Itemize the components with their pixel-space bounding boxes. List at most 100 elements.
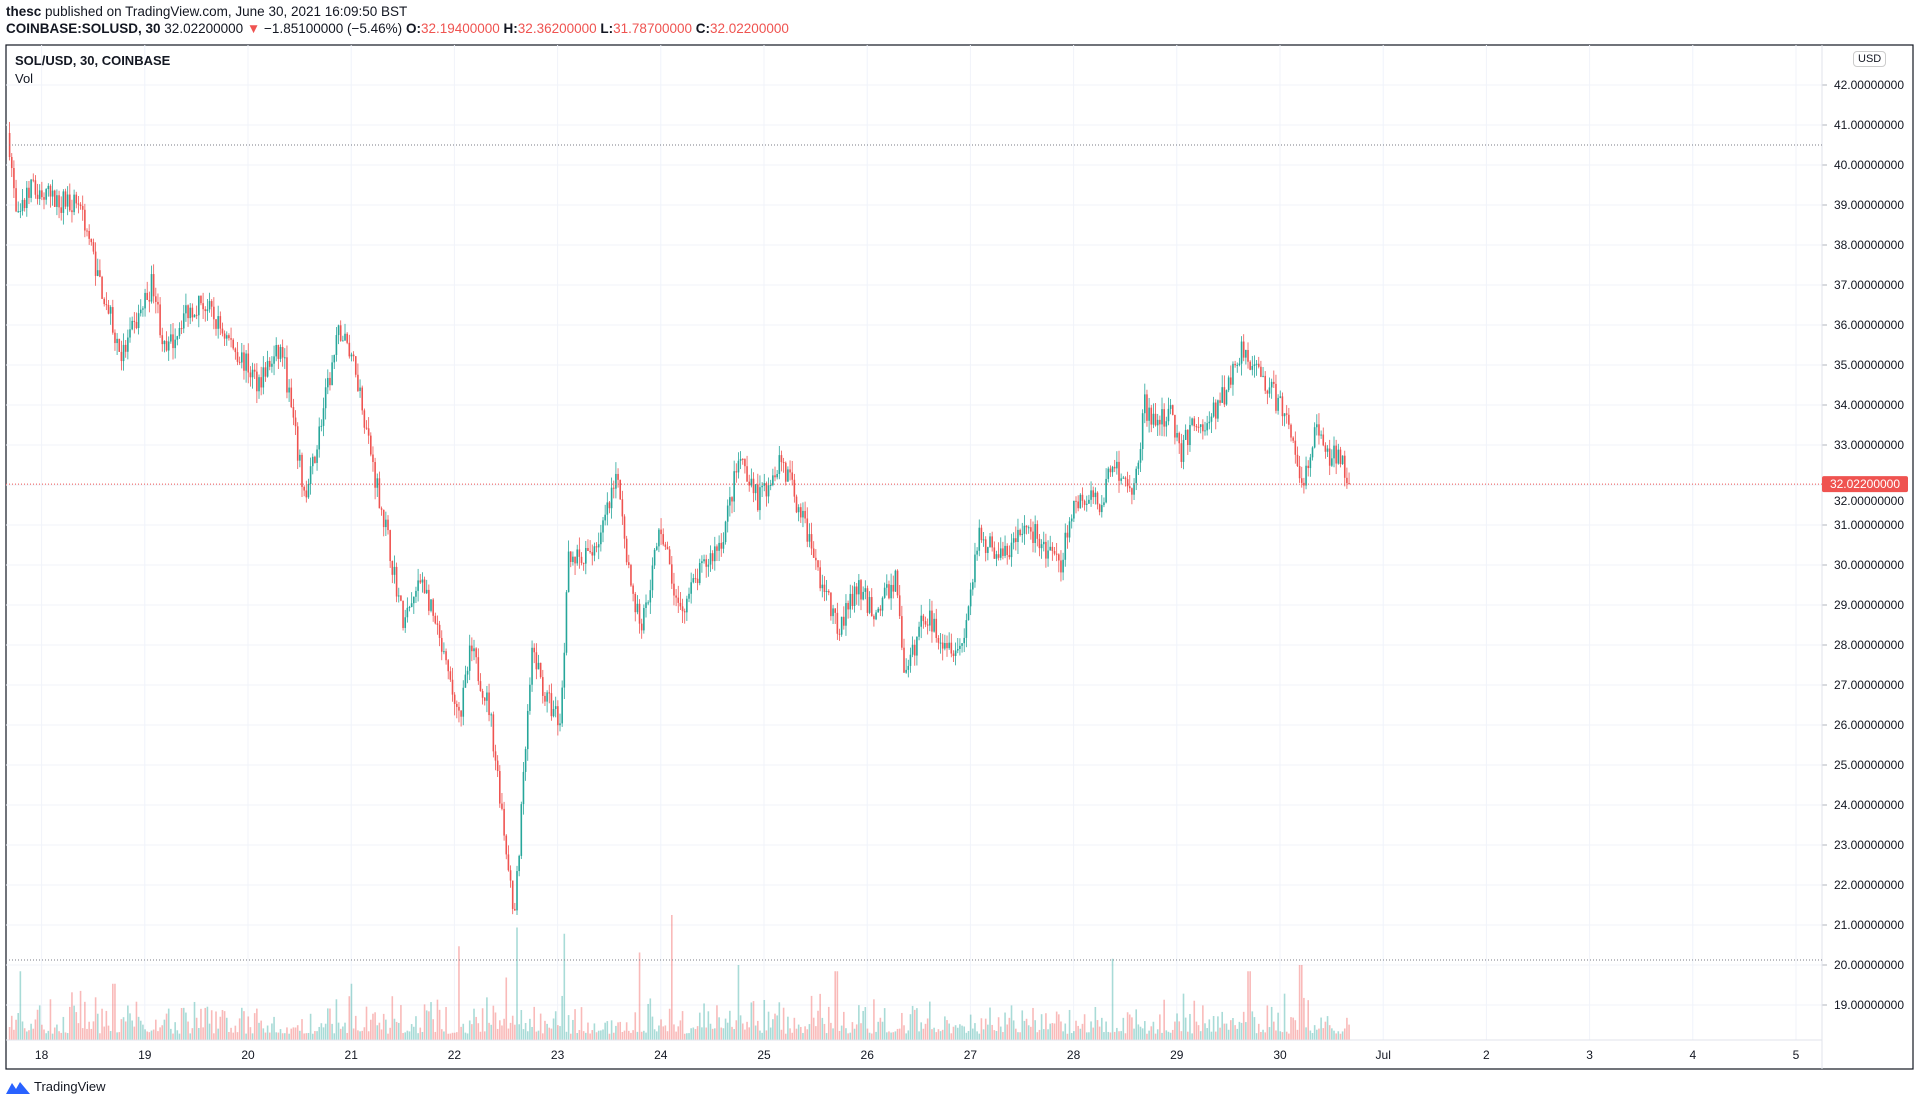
volume-bar	[585, 1032, 587, 1040]
volume-bar	[496, 1028, 499, 1040]
candle	[765, 483, 768, 497]
candle	[1230, 377, 1232, 385]
candle	[1305, 465, 1307, 486]
candle	[60, 207, 63, 213]
candle	[546, 692, 548, 702]
candle	[821, 584, 824, 589]
volume-bar	[79, 990, 82, 1040]
candle	[638, 603, 641, 624]
candle	[563, 652, 566, 688]
candle	[750, 478, 753, 486]
candle	[374, 461, 376, 488]
volume-bar	[266, 1025, 269, 1040]
candle	[552, 709, 555, 717]
candle	[1167, 408, 1170, 422]
volume-bar	[565, 1031, 568, 1040]
volume-bar	[1195, 1021, 1198, 1040]
candle	[144, 292, 146, 309]
candle	[559, 723, 561, 726]
volume-bar	[995, 1031, 998, 1040]
candle	[1068, 521, 1071, 538]
volume-bar	[980, 1018, 983, 1040]
candle	[890, 584, 892, 599]
candle	[701, 561, 703, 564]
volume-bar	[1320, 1017, 1322, 1040]
candle	[127, 337, 129, 352]
author[interactable]: thesc	[6, 4, 42, 19]
volume-bar	[819, 993, 821, 1040]
volume-bar	[120, 1019, 123, 1040]
volume-bar	[580, 1007, 583, 1040]
candle	[357, 374, 359, 391]
volume-bar	[1230, 1020, 1232, 1040]
candle	[1187, 429, 1189, 446]
candle	[591, 552, 594, 556]
volume-bar	[155, 1019, 157, 1040]
volume-bar	[372, 1013, 374, 1040]
volume-bar	[972, 1028, 974, 1040]
candle	[1085, 503, 1088, 505]
candle	[703, 559, 705, 562]
volume-bar	[868, 1032, 871, 1040]
volume-bar	[1148, 1030, 1150, 1040]
volume-bar	[1189, 1013, 1191, 1040]
tradingview-logo[interactable]: TradingView	[6, 1079, 106, 1094]
volume-bar	[10, 1015, 13, 1040]
candle	[49, 185, 52, 197]
candle	[1313, 427, 1316, 448]
candle	[1333, 445, 1335, 459]
candle	[96, 270, 99, 276]
tradingview-icon	[6, 1081, 30, 1094]
volume-bar	[509, 1022, 512, 1040]
candle	[19, 211, 22, 213]
volume-bar	[916, 1008, 918, 1040]
candle	[651, 565, 654, 591]
volume-bar	[976, 1031, 978, 1040]
volume-bar	[320, 1023, 323, 1040]
volume-bar	[322, 1027, 325, 1040]
volume-bar	[1171, 1029, 1174, 1040]
candle	[163, 340, 166, 345]
candle	[114, 332, 116, 344]
candle	[481, 691, 484, 698]
candle	[1221, 387, 1224, 403]
candle	[587, 548, 589, 552]
volume-bar	[821, 1017, 824, 1040]
candle	[219, 316, 222, 329]
volume-bar	[210, 1010, 213, 1040]
candle	[324, 387, 327, 409]
candle	[1202, 424, 1204, 432]
candle	[688, 593, 690, 599]
candle	[124, 344, 127, 352]
volume-bar	[901, 1012, 903, 1040]
candle	[959, 645, 961, 649]
volume-bar	[1030, 1026, 1032, 1040]
candle	[595, 546, 598, 548]
volume-bar	[542, 1033, 544, 1040]
volume-bar	[617, 1022, 619, 1040]
candle	[64, 191, 67, 207]
volume-bar	[765, 1030, 768, 1040]
candle	[800, 507, 802, 518]
volume-bar	[116, 1032, 118, 1040]
candle	[916, 636, 918, 656]
candle	[453, 694, 456, 704]
volume-bar	[1326, 1016, 1329, 1040]
candle	[490, 714, 493, 716]
volume-bar	[537, 1030, 540, 1040]
volume-bar	[969, 1014, 972, 1040]
candle	[1290, 424, 1292, 438]
candle	[1264, 375, 1267, 391]
low-label: L:	[600, 21, 614, 36]
candle	[944, 642, 946, 649]
candle	[1234, 363, 1236, 366]
currency-button[interactable]: USD	[1853, 51, 1887, 67]
candle	[75, 194, 78, 204]
volume-bar	[447, 1033, 450, 1040]
volume-bar	[503, 1018, 505, 1040]
volume-bar	[905, 1033, 907, 1040]
candle	[53, 190, 56, 207]
volume-bar	[1159, 1014, 1161, 1040]
candle	[997, 554, 1000, 558]
